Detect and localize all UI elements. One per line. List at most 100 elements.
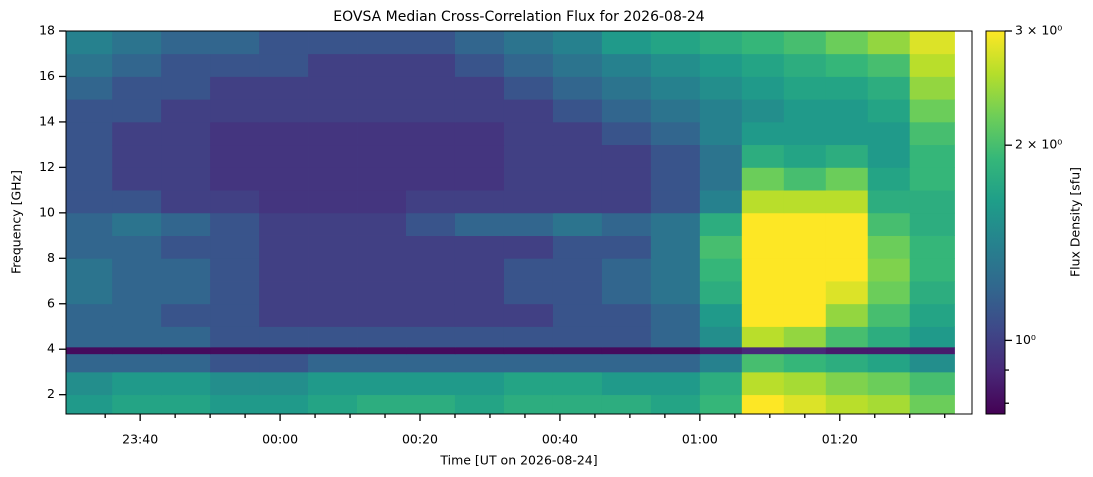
heatmap-cell [210,281,260,305]
heatmap-cell [406,258,456,282]
heatmap-cell [650,394,701,415]
heatmap-cell [406,99,456,123]
heatmap-cell [454,371,505,396]
heatmap-cell [552,326,603,348]
x-tick-label: 00:20 [402,432,438,447]
heatmap-cell [825,121,869,146]
heatmap-cell [308,394,358,415]
heatmap-cell [259,99,309,123]
heatmap-cell [867,53,911,77]
heatmap-cell [867,326,911,348]
heatmap-cell [601,76,652,100]
heatmap-cell [66,394,113,415]
chart-title: EOVSA Median Cross-Correlation Flux for … [333,9,705,25]
heatmap-cell [867,31,911,55]
heatmap-cell [825,371,869,396]
heatmap-cell [357,235,407,259]
heatmap-cell [454,346,505,355]
heatmap-cell [552,212,603,236]
heatmap-cell [909,281,955,305]
heatmap-cell [867,76,911,100]
heatmap-cell [357,281,407,305]
heatmap-cell [161,53,211,77]
heatmap-cell [503,258,554,282]
heatmap-cell [161,190,211,214]
heatmap-cell [259,144,309,168]
x-tick-label: 23:40 [122,432,158,447]
heatmap-cell [601,326,652,348]
heatmap-cell [503,167,554,191]
heatmap-cell [357,190,407,214]
heatmap-cell [112,53,162,77]
heatmap-cell [601,144,652,168]
heatmap-cell [454,235,505,259]
plot-frame [65,30,973,415]
heatmap-cell [867,190,911,214]
heatmap-cell [210,53,260,77]
heatmap [66,31,955,415]
heatmap-cell [308,346,358,355]
heatmap-cell [699,144,743,168]
heatmap-cell [357,144,407,168]
heatmap-cell [112,394,162,415]
heatmap-cell [601,235,652,259]
heatmap-cell [454,353,505,373]
heatmap-cell [650,144,701,168]
heatmap-cell [909,144,955,168]
heatmap-cell [909,371,955,396]
heatmap-cell [210,258,260,282]
heatmap-cell [308,31,358,55]
heatmap-cell [308,121,358,146]
heatmap-cell [112,76,162,100]
heatmap-cell [454,167,505,191]
heatmap-cell [909,235,955,259]
heatmap-cell [699,303,743,327]
heatmap-cell [699,258,743,282]
heatmap-cell [308,303,358,327]
heatmap-cell [699,212,743,236]
heatmap-cell [650,53,701,77]
heatmap-cell [357,353,407,373]
heatmap-cell [259,371,309,396]
heatmap-cell [909,167,955,191]
heatmap-cell [112,190,162,214]
heatmap-cell [308,190,358,214]
heatmap-cell [66,31,113,55]
heatmap-cell [161,258,211,282]
heatmap-cell [783,121,827,146]
heatmap-cell [783,212,827,236]
heatmap-cell [741,53,785,77]
heatmap-cell [112,326,162,348]
heatmap-cell [210,212,260,236]
heatmap-cell [503,212,554,236]
heatmap-cell [783,394,827,415]
heatmap-cell [308,353,358,373]
heatmap-cell [454,76,505,100]
heatmap-cell [552,394,603,415]
heatmap-cell [741,303,785,327]
heatmap-cell [699,76,743,100]
heatmap-cell [210,353,260,373]
heatmap-cell [66,190,113,214]
heatmap-cell [66,99,113,123]
heatmap-cell [357,53,407,77]
y-tick-label: 8 [47,250,55,265]
heatmap-cell [406,353,456,373]
heatmap-cell [503,53,554,77]
heatmap-cell [741,212,785,236]
y-tick-label: 16 [39,68,55,83]
y-tick-label: 4 [47,341,55,356]
heatmap-cell [650,31,701,55]
heatmap-cell [825,353,869,373]
heatmap-cell [406,76,456,100]
heatmap-cell [825,190,869,214]
heatmap-cell [650,303,701,327]
heatmap-cell [66,326,113,348]
heatmap-cell [406,235,456,259]
y-tick-label: 10 [39,204,55,219]
heatmap-cell [552,353,603,373]
heatmap-cell [357,31,407,55]
heatmap-cell [741,76,785,100]
heatmap-cell [699,353,743,373]
heatmap-cell [161,346,211,355]
